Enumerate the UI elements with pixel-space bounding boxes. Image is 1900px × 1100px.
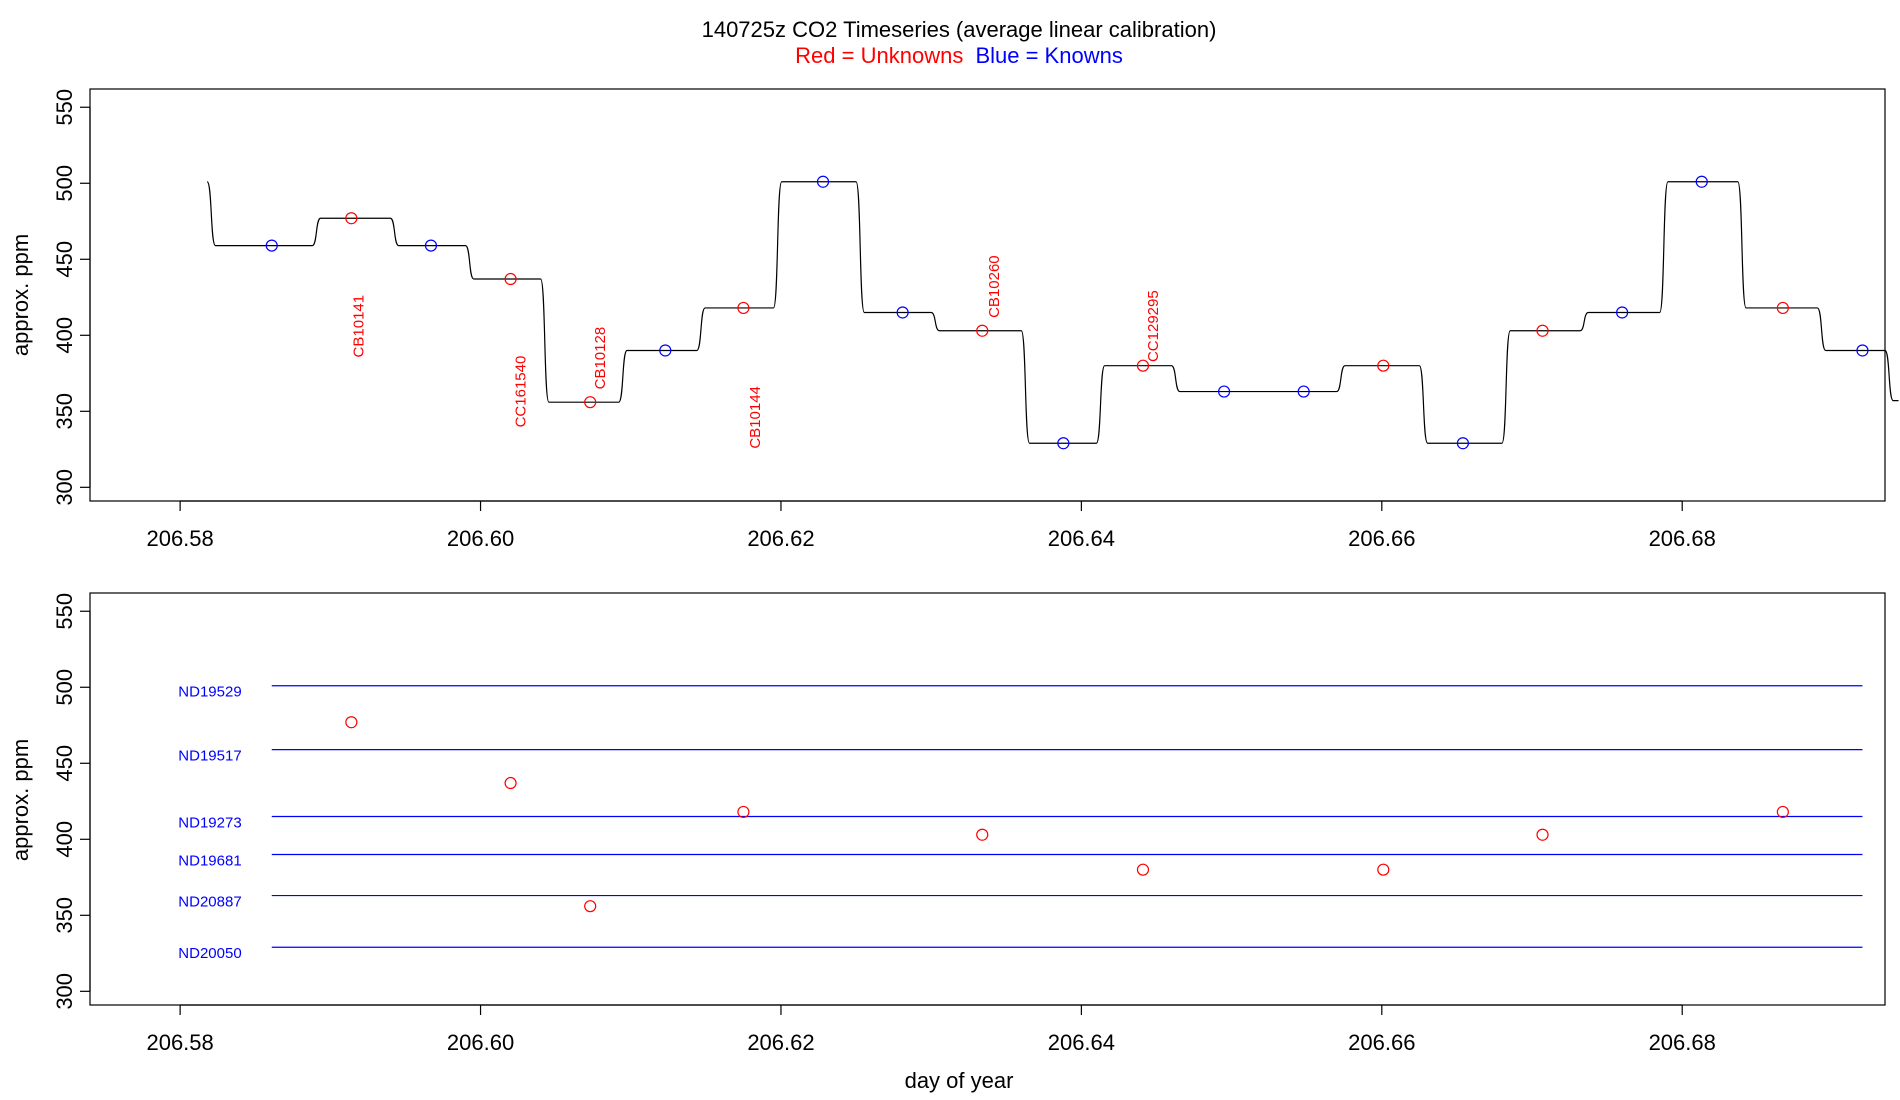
bottom-x-tick-label: 206.64 — [1048, 1030, 1115, 1055]
bottom-x-axis: 206.58 206.60 206.62 206.64 206.66 206.68 — [146, 1004, 1716, 1055]
bottom-reference-label: ND19529 — [178, 684, 241, 701]
legend-line: Red = Unknowns Blue = Knowns — [795, 43, 1123, 68]
bottom-x-axis-label: day of year — [905, 1068, 1014, 1093]
bottom-y-tick-label: 550 — [52, 593, 77, 630]
top-known-point — [816, 175, 830, 188]
bottom-unknown-point — [1776, 805, 1789, 819]
top-x-tick-label: 206.60 — [447, 526, 514, 551]
top-known-points — [265, 175, 1869, 450]
top-known-point — [1456, 437, 1470, 450]
bottom-unknown-point — [504, 776, 517, 790]
top-y-tick-label: 500 — [52, 165, 77, 202]
bottom-x-tick-label: 206.68 — [1649, 1030, 1716, 1055]
bottom-unknown-point — [584, 900, 597, 913]
bottom-y-tick-label: 450 — [52, 745, 77, 782]
bottom-x-tick-label: 206.66 — [1348, 1030, 1415, 1055]
legend-unknowns: Red = Unknowns — [795, 43, 963, 68]
top-known-point — [1217, 385, 1231, 398]
top-known-point — [659, 344, 672, 357]
bottom-unknown-point — [737, 805, 750, 819]
bottom-plot-frame — [89, 592, 1886, 1006]
bottom-x-tick-label: 206.60 — [447, 1030, 514, 1055]
bottom-y-tick-label: 300 — [52, 973, 77, 1010]
top-known-point — [1616, 306, 1629, 319]
top-x-tick-label: 206.58 — [146, 526, 213, 551]
bottom-reference-label: ND19517 — [178, 748, 241, 765]
top-known-point — [896, 306, 909, 319]
bottom-reference-label: ND20050 — [178, 945, 241, 962]
top-y-tick-label: 450 — [52, 241, 77, 278]
top-x-tick-label: 206.68 — [1649, 526, 1716, 551]
bottom-x-tick-label: 206.62 — [747, 1030, 814, 1055]
bottom-y-axis: 300 350 400 450 500 550 — [52, 593, 91, 1010]
bottom-unknown-points — [345, 716, 1789, 913]
bottom-reference-label: ND20887 — [178, 894, 241, 911]
top-known-point — [1057, 437, 1070, 450]
top-known-point — [1695, 175, 1708, 188]
bottom-reference-label: ND19681 — [178, 852, 241, 869]
top-y-tick-label: 550 — [52, 89, 77, 126]
top-trace-group — [206, 181, 1899, 444]
bottom-y-axis-label: approx. ppm — [8, 739, 33, 861]
top-x-axis: 206.58 206.60 206.62 206.64 206.66 206.68 — [146, 500, 1716, 551]
top-sample-label: CB10144 — [747, 386, 764, 449]
top-unknown-point — [504, 272, 517, 286]
top-known-point — [1297, 385, 1310, 398]
top-y-axis-label: approx. ppm — [8, 234, 33, 356]
top-known-point — [424, 239, 438, 252]
bottom-unknown-point — [1136, 863, 1150, 876]
top-sample-label: CB10128 — [592, 327, 609, 390]
bottom-reference-label: ND19273 — [178, 814, 241, 831]
bottom-unknown-point — [345, 716, 358, 729]
top-y-tick-label: 350 — [52, 393, 77, 430]
top-unknown-points — [345, 212, 1789, 409]
top-known-point — [1856, 344, 1869, 357]
chart-title: 140725z CO2 Timeseries (average linear c… — [702, 17, 1217, 42]
bottom-unknown-point — [976, 828, 989, 841]
legend-knowns: Blue = Knowns — [975, 43, 1122, 68]
top-annotations: CB10141 CC161540 CB10128 CB10144 CB10260 CC12… — [350, 255, 1162, 448]
top-co2-trace — [206, 181, 1899, 444]
top-sample-label: CC129295 — [1145, 290, 1162, 362]
top-unknown-point — [584, 396, 597, 409]
bottom-y-tick-label: 400 — [52, 821, 77, 858]
bottom-reference-lines: ND19529 ND19517 ND19273 ND19681 ND20887 ND200… — [178, 684, 1863, 962]
top-x-tick-label: 206.66 — [1348, 526, 1415, 551]
top-unknown-point — [1136, 359, 1150, 372]
top-sample-label: CB10141 — [350, 295, 367, 358]
top-x-tick-label: 206.64 — [1048, 526, 1115, 551]
top-unknown-point — [1776, 301, 1789, 315]
top-sample-label: CC161540 — [513, 356, 530, 428]
bottom-x-tick-label: 206.58 — [146, 1030, 213, 1055]
bottom-y-tick-label: 350 — [52, 897, 77, 934]
top-unknown-point — [1536, 324, 1549, 337]
top-unknown-point — [976, 324, 989, 337]
top-x-tick-label: 206.62 — [747, 526, 814, 551]
top-sample-label: CB10260 — [986, 255, 1003, 318]
top-y-tick-label: 400 — [52, 317, 77, 354]
bottom-unknown-point — [1536, 828, 1549, 841]
bottom-y-tick-label: 500 — [52, 669, 77, 706]
top-unknown-point — [1377, 359, 1390, 372]
top-unknown-point — [345, 212, 358, 225]
top-y-tick-label: 300 — [52, 469, 77, 506]
top-unknown-point — [737, 301, 750, 315]
bottom-unknown-point — [1377, 863, 1390, 876]
top-y-axis: 300 350 400 450 500 550 — [52, 89, 91, 506]
top-known-point — [265, 239, 278, 252]
